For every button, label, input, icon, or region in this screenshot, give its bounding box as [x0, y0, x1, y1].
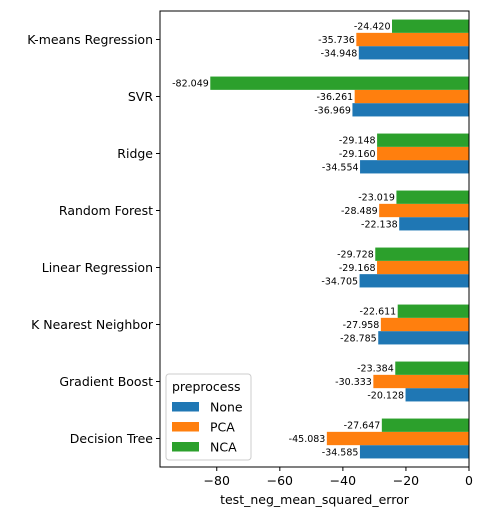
bar-none — [378, 331, 469, 345]
bar-value-label: -29.148 — [339, 136, 376, 147]
bar-value-label: -29.168 — [339, 263, 376, 274]
bar-value-label: -35.736 — [318, 35, 355, 46]
bar-value-label: -34.948 — [321, 48, 358, 59]
bars-layer — [210, 19, 469, 459]
bar-pca — [356, 32, 469, 47]
bar-nca — [210, 76, 469, 90]
x-axis: −80 −60 −40 −20 0 — [204, 467, 473, 488]
legend-swatch — [172, 402, 199, 412]
bar-none — [405, 388, 469, 402]
bar-pca — [380, 317, 469, 332]
bar-pca — [373, 374, 469, 389]
bar-nca — [392, 19, 469, 33]
x-tick-label: −60 — [267, 473, 293, 488]
bar-none — [359, 445, 469, 459]
bar-value-label: -28.785 — [340, 333, 377, 344]
legend-box — [165, 373, 252, 461]
bar-none — [359, 274, 469, 288]
bar-value-label: -23.384 — [357, 364, 394, 375]
bar-value-label: -29.160 — [339, 149, 376, 160]
legend-swatch — [172, 422, 199, 432]
y-tick-label: Random Forest — [59, 203, 153, 218]
bar-value-label: -20.128 — [367, 390, 404, 401]
y-axis: K-means Regression SVR Ridge Random Forest L… — [27, 32, 160, 446]
bar-nca — [375, 247, 469, 261]
bar-nca — [381, 418, 469, 432]
plot-frame — [159, 10, 470, 468]
y-tick-label: Linear Regression — [42, 260, 153, 275]
bar-nca — [397, 304, 469, 318]
legend-entry-label: NCA — [210, 440, 237, 455]
bar-none — [399, 217, 469, 231]
y-tick-label: K Nearest Neighbor — [31, 317, 154, 332]
y-tick-label: K-means Regression — [27, 32, 153, 47]
y-tick-label: SVR — [128, 89, 153, 104]
bar-none — [358, 46, 469, 60]
x-tick-label: 0 — [465, 473, 473, 488]
bar-labels-layer: -34.948 -35.736 -24.420 -36.969 -36.261 -82.0… — [172, 22, 404, 459]
legend-swatch — [172, 442, 199, 452]
bar-value-label: -29.728 — [337, 250, 374, 261]
bar-value-label: -30.333 — [335, 377, 372, 388]
bar-nca — [395, 361, 469, 375]
bar-value-label: -36.969 — [314, 105, 351, 116]
bar-nca — [377, 133, 469, 147]
legend-entry-label: PCA — [210, 420, 235, 435]
y-tick-label: Gradient Boost — [59, 374, 153, 389]
y-tick-label: Decision Tree — [70, 431, 154, 446]
bar-none — [352, 103, 469, 117]
bar-value-label: -23.019 — [358, 193, 395, 204]
bar-pca — [354, 89, 469, 104]
bar-value-label: -22.611 — [360, 307, 397, 318]
bar-value-label: -34.705 — [321, 276, 358, 287]
bar-value-label: -34.585 — [322, 447, 359, 458]
legend-entry-label: None — [210, 400, 243, 415]
bar-value-label: -36.261 — [316, 92, 353, 103]
bar-value-label: -34.554 — [322, 162, 359, 173]
bar-pca — [377, 146, 469, 161]
bar-value-label: -27.958 — [343, 320, 380, 331]
x-tick-label: −80 — [204, 473, 230, 488]
y-tick-label: Ridge — [117, 146, 153, 161]
legend-title: preprocess — [172, 379, 241, 394]
bar-pca — [377, 260, 469, 275]
bar-value-label: -27.647 — [344, 421, 381, 432]
bar-pca — [326, 431, 469, 446]
x-tick-label: −20 — [393, 473, 419, 488]
bar-value-label: -82.049 — [172, 79, 209, 90]
bar-value-label: -28.489 — [341, 206, 378, 217]
x-axis-title: test_neg_mean_squared_error — [220, 492, 410, 507]
bar-nca — [396, 190, 469, 204]
bar-none — [360, 160, 469, 174]
bar-pca — [379, 203, 469, 218]
x-tick-label: −40 — [330, 473, 356, 488]
bar-value-label: -24.420 — [354, 22, 391, 33]
bar-value-label: -45.083 — [289, 434, 326, 445]
bar-value-label: -22.138 — [361, 219, 398, 230]
legend: preprocess None PCA NCA — [165, 373, 252, 461]
